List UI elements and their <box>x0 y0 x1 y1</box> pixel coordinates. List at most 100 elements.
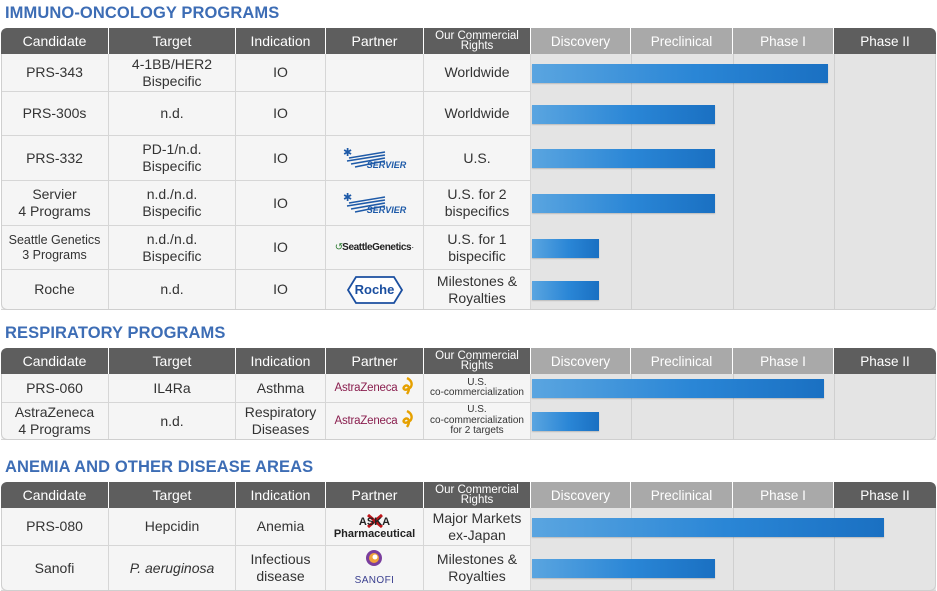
header-indication: Indication <box>236 28 326 54</box>
cell-rights-line: co-commercialization <box>430 414 524 426</box>
cell-indication-line: IO <box>273 105 288 121</box>
cell-candidate-line: Sanofi <box>34 559 75 576</box>
cell-target: Hepcidin <box>109 508 236 546</box>
section-title: RESPIRATORY PROGRAMS <box>5 324 226 342</box>
cell-target-line: n.d. <box>160 281 184 297</box>
table-row: AstraZeneca 4 Programs n.d. Respiratory Dise… <box>1 403 936 440</box>
pipeline-table: Candidate Target Indication Partner Our Comm… <box>1 348 936 440</box>
cell-indication: Anemia <box>236 508 326 546</box>
cell-target: n.d./n.d. Bispecific <box>109 181 236 226</box>
cell-rights-line: Milestones & <box>436 551 518 567</box>
cell-candidate-line: AstraZeneca <box>14 404 95 420</box>
cell-rights-line: U.S. for 2 <box>447 186 507 202</box>
pipeline-table: Candidate Target Indication Partner Our Comm… <box>1 482 936 591</box>
table-header: Candidate Target Indication Partner Our Comm… <box>1 482 936 508</box>
table-row: Seattle Genetics 3 Programs n.d./n.d. Bispe… <box>1 226 936 270</box>
cell-rights-line: bispecific <box>448 247 506 264</box>
cell-candidate: PRS-300s <box>1 92 109 136</box>
partner-logo-text: SERVIER <box>366 159 407 170</box>
cell-partner <box>326 92 424 136</box>
phase-divider <box>834 374 835 440</box>
cell-candidate-line: PRS-343 <box>26 64 83 80</box>
cell-indication-line: IO <box>273 281 288 297</box>
phase-divider <box>733 374 734 440</box>
cell-partner: SANOFI <box>326 546 424 591</box>
cell-candidate: PRS-343 <box>1 54 109 92</box>
cell-partner: AstraZeneca <box>326 374 424 403</box>
astrazeneca-swirl-icon <box>399 376 415 399</box>
servier-logo: ✱ SERVIER <box>343 188 407 219</box>
table-row: PRS-080 Hepcidin Anemia ASKA Pharmaceutical… <box>1 508 936 546</box>
cell-rights-line: Major Markets <box>432 509 522 526</box>
cell-rights-line: U.S. <box>467 376 487 388</box>
header-target: Target <box>109 348 236 374</box>
header-discovery: Discovery <box>531 482 631 508</box>
cell-rights-line: Royalties <box>448 568 506 584</box>
cell-candidate: PRS-332 <box>1 136 109 181</box>
cell-rights: Worldwide <box>424 92 531 136</box>
header-phase1: Phase I <box>733 348 834 374</box>
partner-logo-text: Roche <box>354 282 395 297</box>
cell-candidate: PRS-080 <box>1 508 109 546</box>
progress-bar <box>532 518 884 537</box>
cell-candidate-line: 3 Programs <box>22 247 87 262</box>
header-candidate: Candidate <box>1 28 109 54</box>
cell-target: IL4Ra <box>109 374 236 403</box>
header-phase2: Phase II <box>834 28 936 54</box>
cell-rights-line: for 2 targets <box>450 425 504 437</box>
progress-bar <box>532 281 599 300</box>
aska-x-icon <box>366 513 383 528</box>
cell-candidate-line: PRS-080 <box>26 518 83 534</box>
cell-rights: Major Markets ex-Japan <box>424 508 531 546</box>
phase-divider <box>834 54 835 310</box>
cell-target: PD-1/n.d. Bispecific <box>109 136 236 181</box>
roche-hexagon-icon <box>346 275 403 304</box>
roche-hexagon: Roche <box>346 275 404 305</box>
cell-indication-line: disease <box>256 568 305 584</box>
cell-indication: IO <box>236 226 326 270</box>
cell-indication-line: Diseases <box>251 421 310 437</box>
phase-divider <box>631 374 632 440</box>
phase-divider <box>733 54 734 310</box>
cell-candidate: Servier 4 Programs <box>1 181 109 226</box>
header-indication: Indication <box>236 482 326 508</box>
cell-indication: IO <box>236 54 326 92</box>
header-rights-line: Our Commercial <box>435 484 519 496</box>
servier-swoosh-icon: ✱ <box>343 146 385 168</box>
cell-indication-line: IO <box>273 194 288 211</box>
seattle-genetics-logo: ↺ SeattleGenetics · <box>335 239 414 256</box>
table-row: Servier 4 Programs n.d./n.d. Bispecific IO ✱… <box>1 181 936 226</box>
cell-partner: Roche <box>326 270 424 310</box>
cell-candidate: Seattle Genetics 3 Programs <box>1 226 109 270</box>
cell-indication: Infectious disease <box>236 546 326 591</box>
cell-indication-line: Anemia <box>256 518 305 534</box>
cell-indication: IO <box>236 136 326 181</box>
cell-target: P. aeruginosa <box>109 546 236 591</box>
cell-target: n.d. <box>109 92 236 136</box>
cell-target-line: Bispecific <box>142 158 202 174</box>
servier-swoosh-icon: ✱ <box>343 191 385 213</box>
header-rights: Our Commercial Rights <box>424 348 531 374</box>
sanofi-logo: SANOFI <box>355 548 395 589</box>
cell-partner: ASKA Pharmaceutical <box>326 508 424 546</box>
cell-rights-line: U.S. <box>463 149 491 166</box>
cell-target-line: PD-1/n.d. <box>142 141 202 157</box>
cell-indication: IO <box>236 270 326 310</box>
cell-target-line: n.d. <box>160 105 184 121</box>
header-rights-line: Our Commercial <box>435 350 519 362</box>
pipeline-table: Candidate Target Indication Partner Our Comm… <box>1 28 936 310</box>
astrazeneca-logo: AstraZeneca <box>335 376 415 399</box>
cell-target-line: Bispecific <box>142 72 202 89</box>
cell-candidate: Sanofi <box>1 546 109 591</box>
table-row: Sanofi P. aeruginosa Infectious disease SANO… <box>1 546 936 591</box>
progress-bar <box>532 194 715 213</box>
astrazeneca-logo: AstraZeneca <box>335 409 415 432</box>
cell-target: n.d. <box>109 403 236 440</box>
cell-rights-line: ex-Japan <box>448 526 506 543</box>
header-candidate: Candidate <box>1 348 109 374</box>
cell-candidate-line: Seattle Genetics <box>8 232 101 247</box>
cell-rights: U.S. for 2 bispecifics <box>424 181 531 226</box>
partner-logo-text: SeattleGenetics <box>342 242 412 253</box>
table-header: Candidate Target Indication Partner Our Comm… <box>1 28 936 54</box>
cell-target: n.d. <box>109 270 236 310</box>
